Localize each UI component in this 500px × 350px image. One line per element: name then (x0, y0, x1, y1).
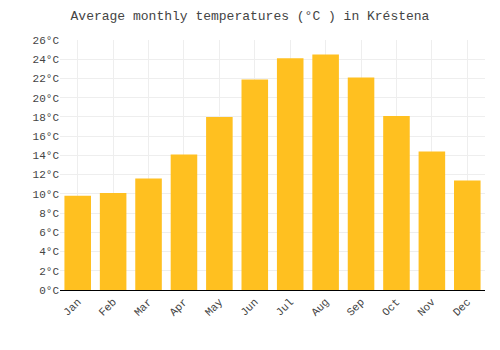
svg-text:0°C: 0°C (39, 285, 59, 297)
svg-text:Oct: Oct (380, 296, 402, 318)
svg-text:May: May (203, 296, 226, 319)
svg-text:12°C: 12°C (33, 169, 60, 181)
svg-text:10°C: 10°C (33, 189, 60, 201)
svg-text:14°C: 14°C (33, 150, 60, 162)
svg-text:Nov: Nov (415, 296, 438, 319)
svg-text:Aug: Aug (309, 296, 331, 318)
svg-text:26°C: 26°C (33, 35, 60, 47)
svg-text:24°C: 24°C (33, 54, 60, 66)
svg-text:Average monthly temperatures (: Average monthly temperatures (°C ) in Kr… (71, 9, 430, 24)
svg-text:8°C: 8°C (39, 208, 59, 220)
svg-text:20°C: 20°C (33, 93, 60, 105)
svg-text:Feb: Feb (97, 296, 119, 318)
svg-text:22°C: 22°C (33, 73, 60, 85)
svg-text:Sep: Sep (345, 296, 367, 318)
svg-text:2°C: 2°C (39, 266, 59, 278)
svg-text:6°C: 6°C (39, 227, 59, 239)
svg-text:Apr: Apr (167, 296, 189, 318)
svg-text:Jan: Jan (61, 296, 83, 318)
svg-text:Jul: Jul (274, 296, 296, 318)
svg-text:Mar: Mar (132, 296, 154, 318)
svg-text:4°C: 4°C (39, 246, 59, 258)
svg-text:Dec: Dec (451, 296, 473, 318)
svg-text:Jun: Jun (238, 296, 260, 318)
svg-text:18°C: 18°C (33, 112, 60, 124)
svg-text:16°C: 16°C (33, 131, 60, 143)
